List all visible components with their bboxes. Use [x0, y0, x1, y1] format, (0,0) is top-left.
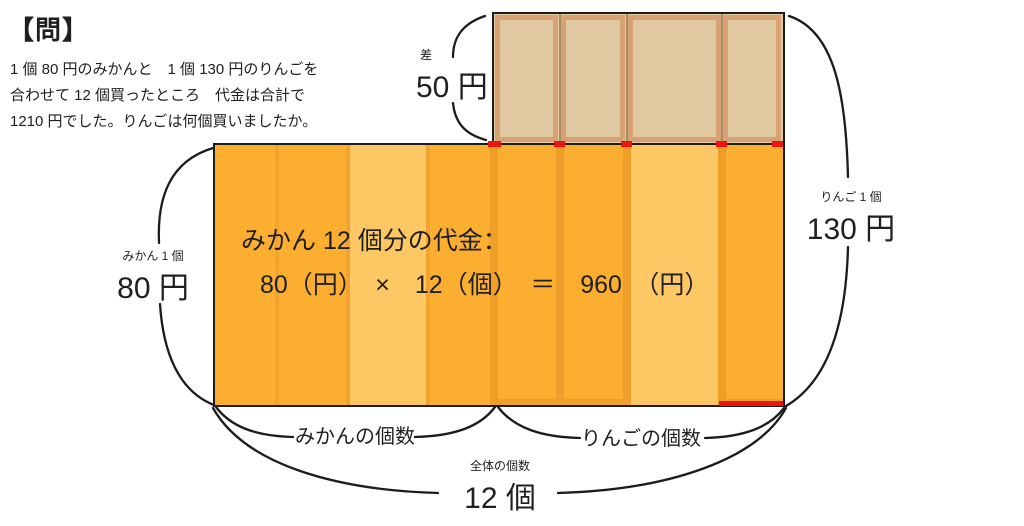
problem-statement: 1 個 80 円のみかんと 1 個 130 円のりんごを 合わせて 12 個買っ… — [10, 57, 370, 135]
brace-diff-bottom — [451, 101, 488, 142]
apple-strip-divider — [721, 14, 723, 143]
red-tick — [488, 141, 501, 147]
brace-diff-top — [451, 14, 487, 59]
ringo-cell-divider — [490, 145, 498, 405]
mikan-stripe-divider — [426, 145, 430, 405]
mikan-cost-equation: 80（円） × 12（個） ＝ 960 （円） — [260, 271, 710, 299]
ringo-cell-divider — [556, 145, 564, 405]
mikan-count-label: みかんの個数 — [295, 426, 415, 448]
red-tick — [716, 141, 727, 147]
apple-extra-cell — [495, 15, 558, 142]
problem-line-2: 合わせて 12 個買ったところ 代金は合計で — [10, 87, 306, 104]
mikan-unit-value: 80 円 — [117, 272, 189, 305]
ringo-unit-label: りんご 1 個 — [820, 190, 882, 204]
ringo-unit-value: 130 円 — [806, 213, 896, 246]
brace-ringo-unit-bottom — [784, 245, 850, 408]
mikan-light-stripe — [348, 145, 426, 405]
apple-extra-strip — [492, 12, 785, 145]
total-count-value: 12 個 — [464, 482, 536, 515]
brace-mikan-unit-top — [157, 146, 215, 245]
red-bottom-mark — [719, 401, 783, 406]
brace-ringo-unit-top — [787, 14, 850, 179]
apple-strip-divider — [626, 14, 628, 143]
problem-line-3: 1210 円でした。りんごは何個買いましたか。 — [10, 113, 318, 130]
red-tick — [621, 141, 632, 147]
mikan-stripe-divider — [275, 145, 279, 405]
mikan-stripe-divider — [346, 145, 350, 405]
problem-line-1: 1 個 80 円のみかんと 1 個 130 円のりんごを — [10, 61, 319, 78]
apple-strip-divider — [559, 14, 561, 143]
ringo-cell-divider — [718, 145, 726, 405]
apple-extra-cell — [723, 15, 781, 142]
total-count-label: 全体の個数 — [469, 459, 530, 473]
ringo-light-stripe — [627, 145, 722, 405]
diff-value: 50 円 — [416, 71, 488, 104]
diff-label: 差 — [420, 48, 433, 62]
mikan-cost-caption: みかん 12 個分の代金： — [241, 227, 508, 255]
brace-mikan-unit-bottom — [158, 302, 216, 407]
ringo-cell-bottom-border — [490, 399, 631, 405]
ringo-cell-divider — [623, 145, 631, 405]
apple-extra-cell — [628, 15, 721, 142]
mikan-cost-rectangle: みかん 12 個分の代金： 80（円） × 12（個） ＝ 960 （円） — [213, 143, 785, 407]
red-tick — [554, 141, 565, 147]
apple-extra-cell — [561, 15, 625, 142]
mikan-unit-label: みかん 1 個 — [122, 249, 184, 263]
ringo-count-label: りんごの個数 — [581, 428, 701, 450]
red-tick — [772, 141, 783, 147]
problem-title: 【問】 — [8, 15, 90, 45]
